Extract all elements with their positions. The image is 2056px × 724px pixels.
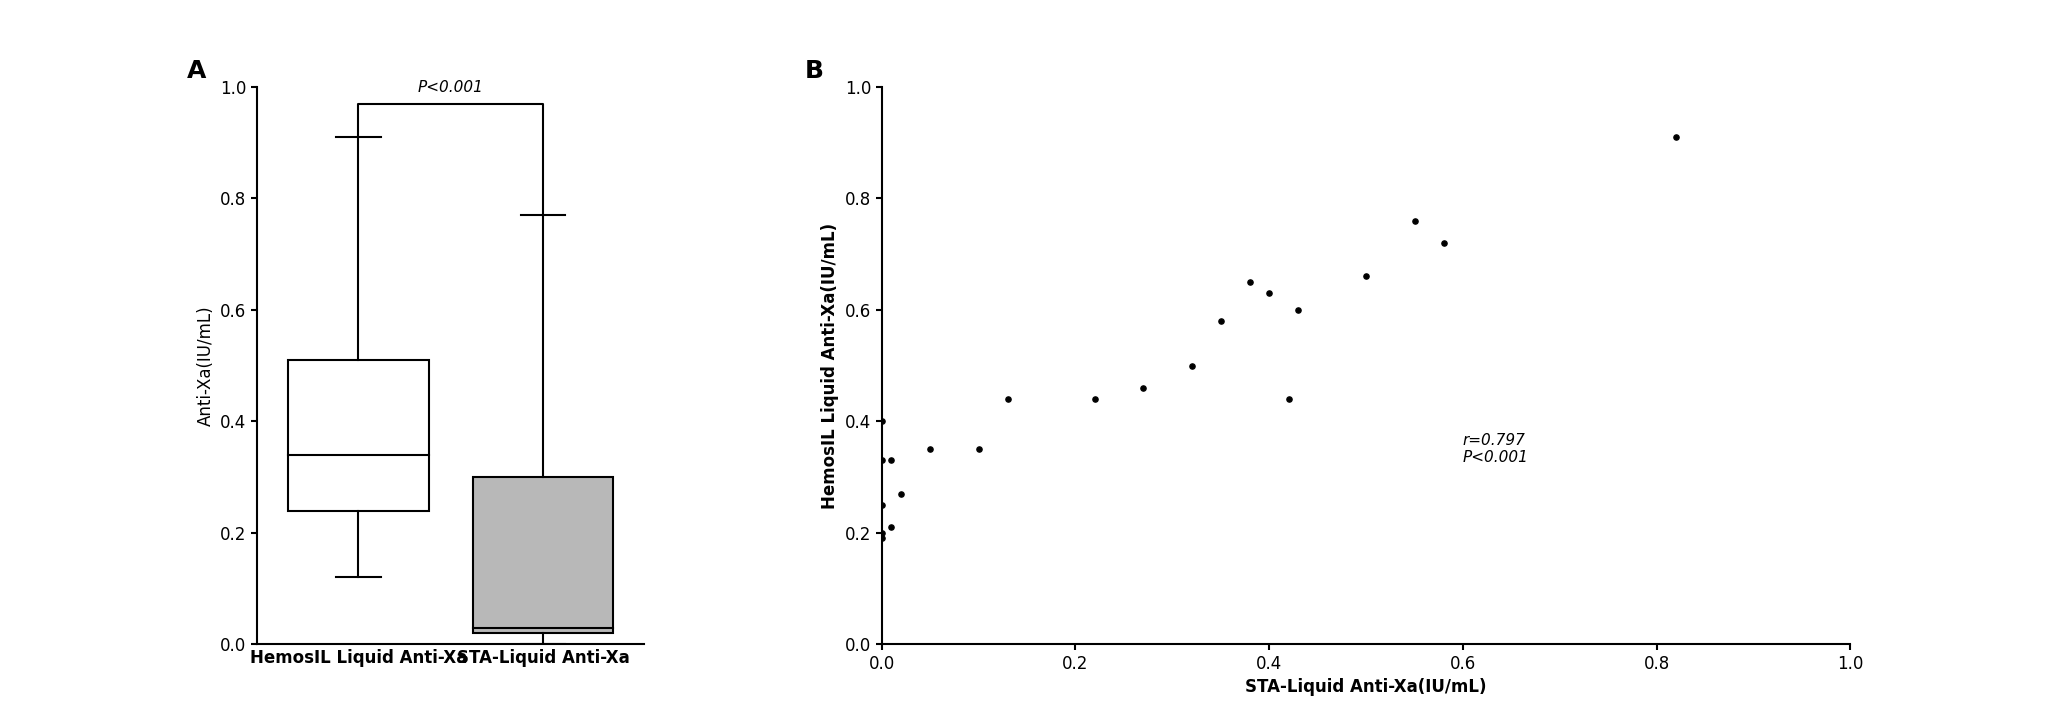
Text: r=0.797
P<0.001: r=0.797 P<0.001 — [1464, 433, 1530, 466]
Point — [1659, 131, 1692, 143]
Point — [1176, 360, 1209, 371]
Point — [1234, 276, 1266, 287]
Text: A: A — [187, 59, 208, 83]
Point — [962, 443, 995, 455]
Point — [866, 533, 898, 544]
Point — [866, 416, 898, 427]
Point — [866, 500, 898, 511]
Y-axis label: Anti-Xa(IU/mL): Anti-Xa(IU/mL) — [197, 306, 214, 426]
Bar — [473, 477, 613, 634]
Point — [1349, 271, 1382, 282]
Bar — [288, 360, 428, 510]
Point — [991, 393, 1024, 405]
Text: B: B — [804, 59, 822, 83]
X-axis label: STA-Liquid Anti-Xa(IU/mL): STA-Liquid Anti-Xa(IU/mL) — [1246, 678, 1486, 696]
Point — [876, 455, 909, 466]
Point — [866, 455, 898, 466]
Point — [876, 521, 909, 533]
Point — [1273, 393, 1306, 405]
Point — [1252, 287, 1285, 299]
Point — [866, 527, 898, 539]
Y-axis label: HemosIL Liquid Anti-Xa(IU/mL): HemosIL Liquid Anti-Xa(IU/mL) — [822, 222, 839, 509]
Point — [1079, 393, 1112, 405]
Point — [1398, 215, 1431, 227]
Point — [884, 488, 917, 500]
Point — [1127, 382, 1160, 394]
Point — [913, 443, 946, 455]
Text: P<0.001: P<0.001 — [417, 80, 483, 96]
Point — [1205, 315, 1238, 327]
Point — [1427, 237, 1460, 249]
Point — [1281, 304, 1314, 316]
